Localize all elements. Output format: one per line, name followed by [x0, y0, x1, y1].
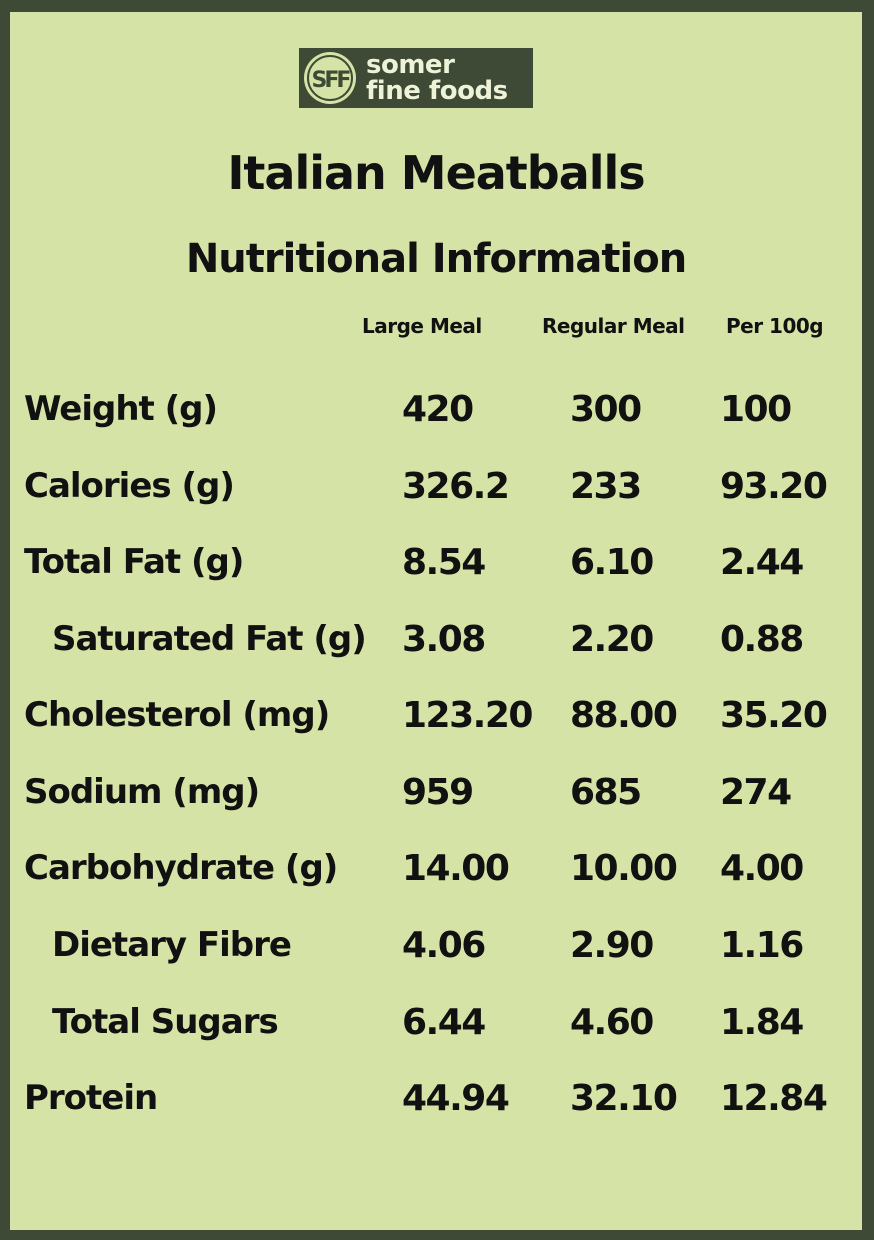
regular-meal-value: 10.00: [570, 848, 678, 889]
product-title: Italian Meatballs: [227, 146, 645, 200]
brand-line-1: somer: [366, 50, 455, 80]
nutrient-label: Total Sugars: [52, 1002, 279, 1042]
brand-logo: SFF somer fine foods: [299, 48, 533, 108]
regular-meal-value: 4.60: [570, 1002, 654, 1043]
large-meal-value: 6.44: [402, 1002, 486, 1043]
large-meal-value: 8.54: [402, 542, 486, 583]
regular-meal-value: 32.10: [570, 1078, 678, 1119]
brand-name: somer fine foods: [366, 52, 508, 104]
nutrient-label: Sodium (mg): [24, 772, 260, 812]
nutrient-label: Total Fat (g): [24, 542, 244, 582]
per-100g-value: 100: [720, 389, 792, 430]
nutrient-label: Carbohydrate (g): [24, 848, 338, 888]
table-row: Cholesterol (mg) 123.20 88.00 35.20: [10, 695, 862, 755]
table-row: Calories (g) 326.2 233 93.20: [10, 466, 862, 526]
table-row: Dietary Fibre 4.06 2.90 1.16: [10, 925, 862, 985]
table-row: Saturated Fat (g) 3.08 2.20 0.88: [10, 619, 862, 679]
nutrient-label: Cholesterol (mg): [24, 695, 330, 735]
regular-meal-value: 2.90: [570, 925, 654, 966]
per-100g-value: 35.20: [720, 695, 828, 736]
col-header-regular: Regular Meal: [542, 314, 685, 338]
per-100g-value: 0.88: [720, 619, 804, 660]
section-subtitle: Nutritional Information: [185, 236, 687, 282]
per-100g-value: 1.84: [720, 1002, 804, 1043]
regular-meal-value: 88.00: [570, 695, 678, 736]
nutrient-label: Protein: [24, 1078, 158, 1118]
regular-meal-value: 300: [570, 389, 642, 430]
per-100g-value: 274: [720, 772, 792, 813]
col-header-large: Large Meal: [362, 314, 482, 338]
col-header-per100: Per 100g: [726, 314, 824, 338]
regular-meal-value: 233: [570, 466, 642, 507]
large-meal-value: 123.20: [402, 695, 533, 736]
large-meal-value: 326.2: [402, 466, 510, 507]
large-meal-value: 44.94: [402, 1078, 510, 1119]
regular-meal-value: 6.10: [570, 542, 654, 583]
brand-line-2: fine foods: [366, 76, 508, 106]
nutrient-label: Dietary Fibre: [52, 925, 292, 965]
table-row: Carbohydrate (g) 14.00 10.00 4.00: [10, 848, 862, 908]
nutrient-label: Saturated Fat (g): [52, 619, 367, 659]
nutrient-label: Weight (g): [24, 389, 218, 429]
large-meal-value: 4.06: [402, 925, 486, 966]
large-meal-value: 959: [402, 772, 474, 813]
svg-text:SFF: SFF: [312, 68, 351, 93]
table-row: Protein 44.94 32.10 12.84: [10, 1078, 862, 1138]
per-100g-value: 93.20: [720, 466, 828, 507]
regular-meal-value: 2.20: [570, 619, 654, 660]
table-row: Total Fat (g) 8.54 6.10 2.44: [10, 542, 862, 602]
large-meal-value: 3.08: [402, 619, 486, 660]
nutrition-card: SFF somer fine foods Italian Meatballs N…: [10, 12, 862, 1230]
per-100g-value: 1.16: [720, 925, 804, 966]
per-100g-value: 2.44: [720, 542, 804, 583]
sff-monogram-icon: SFF: [302, 50, 358, 106]
table-row: Sodium (mg) 959 685 274: [10, 772, 862, 832]
per-100g-value: 4.00: [720, 848, 804, 889]
table-row: Weight (g) 420 300 100: [10, 389, 862, 449]
large-meal-value: 420: [402, 389, 474, 430]
nutrient-label: Calories (g): [24, 466, 235, 506]
large-meal-value: 14.00: [402, 848, 510, 889]
regular-meal-value: 685: [570, 772, 642, 813]
table-row: Total Sugars 6.44 4.60 1.84: [10, 1002, 862, 1062]
per-100g-value: 12.84: [720, 1078, 828, 1119]
